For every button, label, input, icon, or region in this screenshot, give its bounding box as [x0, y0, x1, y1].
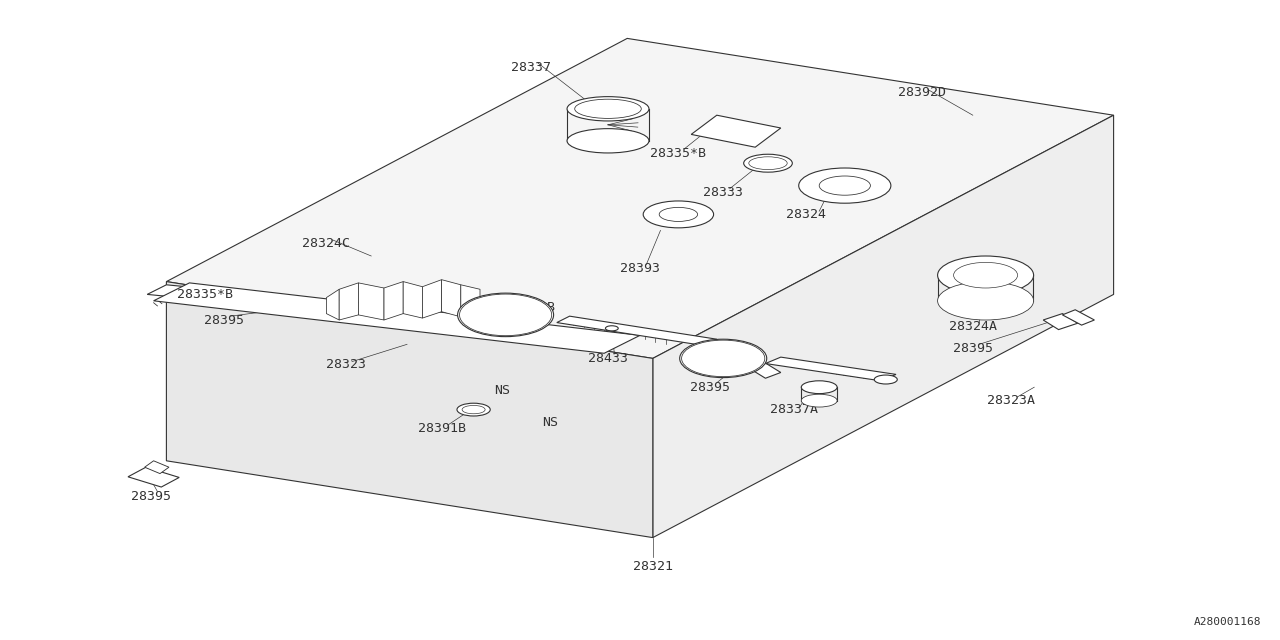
Polygon shape	[384, 282, 403, 320]
Polygon shape	[339, 283, 358, 320]
Ellipse shape	[567, 129, 649, 153]
Text: 28323: 28323	[325, 358, 366, 371]
Polygon shape	[653, 115, 1114, 538]
Polygon shape	[1062, 310, 1094, 325]
Text: 28335*B: 28335*B	[650, 147, 707, 160]
Polygon shape	[422, 280, 442, 318]
Polygon shape	[145, 461, 169, 474]
Polygon shape	[403, 282, 422, 318]
Ellipse shape	[801, 394, 837, 407]
Polygon shape	[326, 289, 339, 320]
Text: 28395: 28395	[690, 381, 731, 394]
Text: 28323A: 28323A	[987, 394, 1036, 406]
Polygon shape	[461, 285, 480, 321]
Polygon shape	[166, 282, 653, 538]
Polygon shape	[749, 362, 781, 378]
Polygon shape	[691, 115, 781, 147]
Polygon shape	[765, 357, 896, 381]
Ellipse shape	[644, 201, 714, 228]
Polygon shape	[166, 38, 1114, 358]
Text: 28392D: 28392D	[897, 86, 946, 99]
Text: 28337A: 28337A	[769, 403, 818, 416]
Text: A280001168: A280001168	[1193, 617, 1261, 627]
Text: 28324A: 28324A	[948, 320, 997, 333]
Polygon shape	[154, 283, 640, 353]
Polygon shape	[147, 285, 397, 317]
Ellipse shape	[457, 403, 490, 416]
Ellipse shape	[819, 176, 870, 195]
Text: 28324B: 28324B	[507, 301, 556, 314]
Ellipse shape	[680, 339, 767, 378]
Text: 28324C: 28324C	[302, 237, 351, 250]
Text: 28433: 28433	[588, 352, 628, 365]
Text: 28393: 28393	[620, 262, 660, 275]
Ellipse shape	[575, 99, 641, 118]
Ellipse shape	[874, 375, 897, 384]
Text: 28321: 28321	[632, 560, 673, 573]
Text: 28395: 28395	[131, 490, 172, 502]
Text: 28333: 28333	[703, 186, 744, 198]
Ellipse shape	[801, 381, 837, 394]
Ellipse shape	[954, 262, 1018, 288]
Text: 28391B: 28391B	[417, 422, 466, 435]
Ellipse shape	[605, 326, 618, 331]
Ellipse shape	[458, 293, 554, 337]
Ellipse shape	[659, 207, 698, 221]
Text: 28337: 28337	[511, 61, 552, 74]
Ellipse shape	[462, 406, 485, 414]
Polygon shape	[442, 280, 461, 317]
Polygon shape	[1043, 314, 1078, 330]
Text: NS: NS	[494, 384, 509, 397]
Polygon shape	[358, 283, 384, 320]
Ellipse shape	[749, 157, 787, 170]
Ellipse shape	[744, 154, 792, 172]
Polygon shape	[557, 316, 717, 346]
Ellipse shape	[937, 282, 1034, 320]
Ellipse shape	[799, 168, 891, 204]
Text: 28324: 28324	[786, 208, 827, 221]
Text: 28335*B: 28335*B	[177, 288, 233, 301]
Text: 28395: 28395	[952, 342, 993, 355]
Text: 28395: 28395	[204, 314, 244, 326]
Text: NS: NS	[543, 416, 558, 429]
Ellipse shape	[937, 256, 1034, 294]
Polygon shape	[128, 467, 179, 487]
Ellipse shape	[567, 97, 649, 121]
